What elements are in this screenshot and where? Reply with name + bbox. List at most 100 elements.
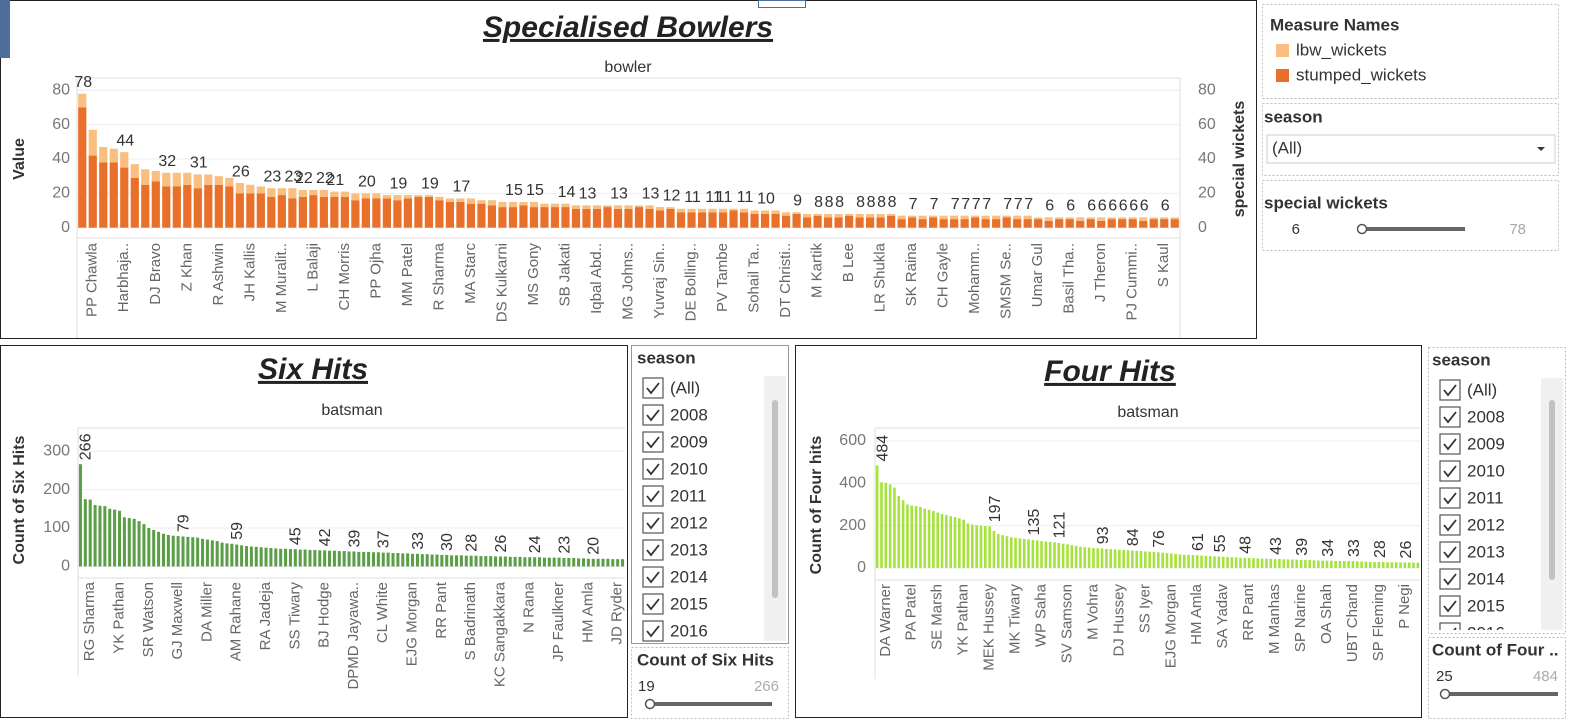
bar	[1269, 558, 1273, 568]
legend-label: stumped_wickets	[1296, 65, 1426, 84]
bar-segment	[1097, 220, 1106, 228]
bar	[962, 519, 965, 568]
checkbox[interactable]	[1439, 406, 1461, 428]
bar	[586, 558, 590, 567]
checkbox[interactable]	[1439, 460, 1461, 482]
checkbox[interactable]	[642, 458, 664, 480]
bar-segment	[1118, 219, 1127, 228]
bar-segment	[88, 155, 97, 228]
bar	[1368, 561, 1372, 568]
bar	[494, 556, 498, 567]
bar	[567, 558, 571, 567]
checkbox[interactable]	[642, 566, 664, 588]
bar-segment	[361, 193, 370, 199]
checkbox[interactable]	[642, 620, 664, 642]
filter-box	[1262, 103, 1559, 176]
filter-box	[1428, 347, 1566, 634]
bar	[1334, 560, 1337, 568]
data-label: 28	[463, 534, 480, 552]
checkbox[interactable]	[1439, 568, 1461, 590]
bar-segment	[309, 189, 318, 196]
slider-handle[interactable]	[1439, 688, 1451, 700]
checkbox[interactable]	[642, 377, 664, 399]
x-tick-label: S Badrinath	[462, 582, 479, 660]
bar-segment	[1055, 219, 1064, 228]
x-tick-label: HM Amla	[579, 581, 596, 643]
bar-segment	[718, 208, 728, 213]
bar	[352, 551, 356, 567]
checkbox[interactable]	[642, 512, 664, 534]
bar	[459, 555, 463, 567]
checkbox[interactable]	[1439, 514, 1461, 536]
bar-segment	[256, 186, 265, 194]
bar-segment	[456, 198, 465, 202]
slider-max: 78	[1509, 221, 1526, 238]
bar	[1044, 541, 1048, 568]
check-mark	[646, 544, 660, 557]
bar	[1005, 536, 1009, 568]
bar	[347, 551, 351, 567]
checkbox[interactable]	[1439, 541, 1461, 563]
slider-handle[interactable]	[1356, 223, 1368, 235]
bar	[538, 557, 542, 567]
x-tick-label: MEK Hussey	[981, 584, 998, 671]
checkbox[interactable]	[1439, 487, 1461, 509]
checkbox[interactable]	[1439, 595, 1461, 617]
check-mark	[1443, 573, 1457, 586]
bar	[875, 465, 879, 568]
bar-segment	[813, 213, 822, 216]
bar	[1169, 553, 1173, 568]
checkbox[interactable]	[642, 485, 664, 507]
panel-tab[interactable]	[0, 0, 10, 58]
data-label: 7	[972, 196, 981, 213]
bar-segment	[1076, 220, 1085, 228]
bar-segment	[361, 198, 370, 228]
bar-segment	[1107, 217, 1116, 220]
x-tick-label: LR Shukla	[872, 242, 889, 312]
bar	[1074, 545, 1078, 568]
bar-segment	[813, 215, 822, 228]
x-tick-label: DS Kulkarni	[493, 243, 510, 322]
bar-segment	[109, 148, 118, 163]
filter-box	[631, 345, 789, 644]
bar	[249, 546, 253, 567]
checkbox[interactable]	[1439, 379, 1461, 401]
checkbox[interactable]	[1439, 622, 1461, 643]
bar-segment	[88, 129, 97, 156]
scroll-thumb[interactable]	[1549, 400, 1555, 580]
bar	[1018, 538, 1022, 568]
bar-segment	[1086, 217, 1095, 220]
slider-handle[interactable]	[644, 698, 656, 710]
bar	[450, 555, 454, 567]
check-mark	[1443, 546, 1457, 559]
bar-segment	[571, 208, 581, 228]
checkbox[interactable]	[1439, 433, 1461, 455]
bar	[279, 548, 283, 567]
checkbox[interactable]	[642, 593, 664, 615]
dropdown[interactable]	[1266, 134, 1556, 164]
bar	[1304, 559, 1307, 568]
scroll-thumb[interactable]	[772, 400, 778, 598]
x-tick-label: B Lee	[840, 243, 857, 282]
column-header: bowler	[604, 59, 652, 76]
bar	[1377, 562, 1381, 568]
x-tick-label: SR Watson	[140, 582, 157, 657]
checkbox[interactable]	[642, 404, 664, 426]
data-label: 24	[527, 535, 544, 553]
bar-segment	[634, 205, 644, 208]
data-label: 19	[389, 175, 407, 192]
bar-segment	[508, 201, 518, 208]
bar	[186, 536, 190, 567]
bar-segment	[918, 215, 927, 220]
bar	[1079, 546, 1082, 568]
filter-title: season	[1432, 350, 1491, 369]
data-label: 266	[78, 433, 95, 460]
bar	[1308, 560, 1311, 568]
x-tick-label: AM Rahane	[228, 582, 245, 661]
panel-handle[interactable]	[758, 0, 806, 8]
option-label: 2011	[670, 486, 707, 505]
checkbox[interactable]	[642, 539, 664, 561]
legend-label: lbw_wickets	[1296, 40, 1387, 59]
checkbox[interactable]	[642, 431, 664, 453]
bar	[914, 506, 918, 568]
